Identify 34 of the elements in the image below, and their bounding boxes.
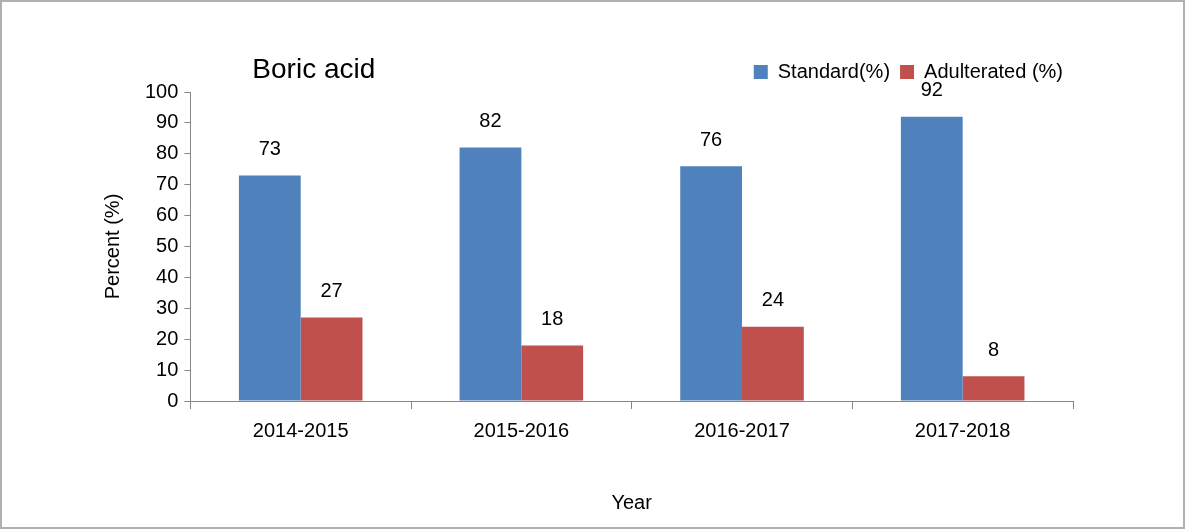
y-tick-label: 20 xyxy=(156,326,179,349)
bar xyxy=(459,147,522,401)
data-label: 24 xyxy=(761,288,785,311)
bar xyxy=(742,326,804,401)
legend-label: Standard(%) xyxy=(777,59,891,82)
data-label: 82 xyxy=(479,109,502,132)
data-label: 8 xyxy=(988,337,1000,360)
data-label: 27 xyxy=(320,279,343,302)
chart-title: Boric acid xyxy=(252,52,376,84)
y-tick-label: 60 xyxy=(156,203,179,226)
y-tick-label: 50 xyxy=(156,234,179,257)
y-tick-label: 10 xyxy=(156,357,179,380)
y-tick-label: 100 xyxy=(144,79,179,102)
y-tick-label: 70 xyxy=(156,172,179,195)
bar xyxy=(962,376,1025,401)
y-tick-label: 0 xyxy=(167,388,179,411)
y-tick-label: 40 xyxy=(156,264,179,287)
data-label: 73 xyxy=(258,136,281,159)
data-label: 18 xyxy=(541,306,564,329)
y-axis-title: Percent (%) xyxy=(100,193,123,300)
bar xyxy=(300,317,363,401)
bar xyxy=(521,345,584,401)
x-tick-label: 2014-2015 xyxy=(252,418,349,441)
data-label: 76 xyxy=(700,127,723,150)
bar xyxy=(680,166,743,401)
bar xyxy=(900,116,963,401)
x-tick-label: 2017-2018 xyxy=(914,418,1011,441)
y-tick-label: 90 xyxy=(156,110,179,133)
bar xyxy=(238,175,301,401)
x-tick-label: 2016-2017 xyxy=(694,418,790,441)
y-tick-label: 30 xyxy=(156,295,179,318)
y-tick-label: 80 xyxy=(156,141,179,164)
x-axis-title: Year xyxy=(611,490,653,513)
x-tick-label: 2015-2016 xyxy=(473,418,570,441)
